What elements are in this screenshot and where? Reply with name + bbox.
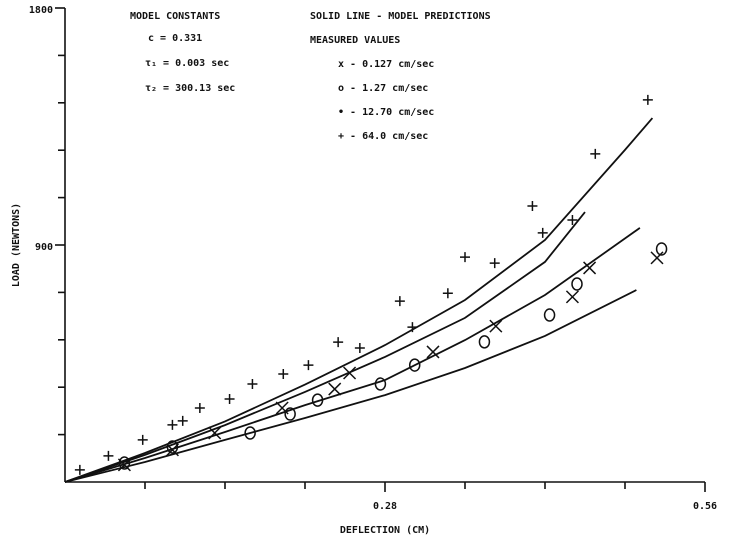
marker [284, 407, 296, 421]
marker [224, 394, 235, 405]
marker [527, 201, 538, 212]
legend-entry: o - 1.27 cm/sec [338, 83, 428, 94]
annotation: MEASURED VALUES [310, 35, 400, 46]
marker [642, 94, 653, 105]
marker [374, 377, 387, 391]
model-curve [64, 227, 641, 483]
marker [567, 214, 578, 225]
marker [460, 252, 470, 263]
marker [303, 360, 314, 371]
marker [103, 450, 114, 461]
annotation: MODEL CONSTANTS [130, 11, 220, 22]
marker [167, 419, 178, 430]
marker [489, 319, 503, 333]
marker [583, 261, 597, 275]
marker [244, 426, 256, 440]
annotation: SOLID LINE - MODEL PREDICTIONS [310, 11, 491, 22]
marker [565, 290, 579, 304]
marker [537, 227, 548, 238]
marker [354, 342, 365, 353]
marker [333, 337, 344, 348]
marker [343, 366, 357, 380]
marker [278, 369, 289, 380]
legend-entry: • - 12.70 cm/sec [338, 107, 434, 118]
x-tick-label: 0.56 [693, 501, 717, 512]
marker [328, 382, 342, 396]
marker [590, 148, 601, 159]
marker [118, 456, 131, 470]
model-curve [64, 117, 654, 483]
y-axis-label: LOAD (NEWTONS) [11, 203, 22, 287]
annotation: τ₂ = 300.13 sec [145, 83, 235, 94]
marker [478, 335, 491, 349]
x-axis-label: DEFLECTION (CM) [340, 525, 430, 536]
marker [408, 358, 421, 372]
y-tick-label: 900 [35, 242, 53, 253]
legend-entry: + - 64.0 cm/sec [338, 131, 428, 142]
marker [177, 415, 188, 426]
model-curve [64, 289, 637, 483]
marker [426, 345, 440, 359]
marker [74, 464, 85, 475]
marker [543, 308, 556, 322]
marker [208, 426, 222, 440]
marker [394, 296, 405, 307]
x-tick-label: 0.28 [373, 501, 397, 512]
marker [137, 434, 148, 445]
marker [166, 440, 179, 454]
marker [650, 251, 664, 265]
marker [194, 403, 205, 414]
marker [655, 242, 668, 256]
marker [442, 288, 453, 299]
marker [571, 277, 583, 291]
y-tick-label: 1800 [29, 5, 53, 16]
annotation: τ₁ = 0.003 sec [145, 58, 229, 69]
marker [165, 443, 179, 457]
marker [311, 393, 324, 407]
marker [247, 379, 258, 390]
model-curve [64, 211, 586, 483]
marker [407, 322, 418, 333]
marker [489, 258, 500, 269]
legend-entry: x - 0.127 cm/sec [338, 59, 434, 70]
annotation: c = 0.331 [148, 33, 202, 44]
